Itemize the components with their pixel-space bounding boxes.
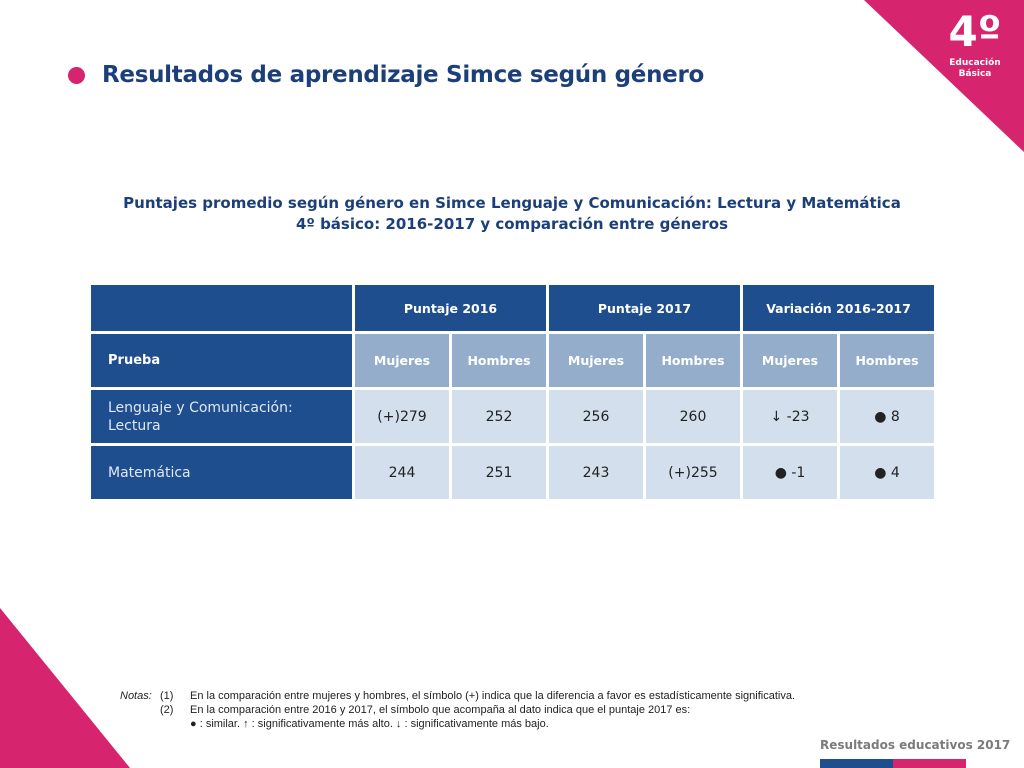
subheader-cell: Mujeres <box>355 334 449 387</box>
table-cell: 252 <box>452 390 546 443</box>
table-cell: 243 <box>549 446 643 499</box>
table-caption: Puntajes promedio según género en Simce … <box>0 193 1024 235</box>
subheader-cell: Hombres <box>840 334 934 387</box>
notes-heading: Notas: <box>120 690 152 702</box>
table-cell: ● 8 <box>840 390 934 443</box>
subheader-cell: Hombres <box>452 334 546 387</box>
table-subheader-row: Prueba Mujeres Hombres Mujeres Hombres M… <box>91 334 934 387</box>
table-caption-line2: 4º básico: 2016-2017 y comparación entre… <box>295 215 729 233</box>
table-cell: ↓ -23 <box>743 390 837 443</box>
note-number: (1) <box>160 690 174 702</box>
header-variacion: Variación 2016-2017 <box>743 285 934 331</box>
table-cell: 244 <box>355 446 449 499</box>
table-caption-line1: Puntajes promedio según género en Simce … <box>123 194 901 212</box>
note-text: En la comparación entre mujeres y hombre… <box>190 690 795 702</box>
notes: Notas: (1) En la comparación entre mujer… <box>120 689 830 731</box>
corner-decoration-bottom-left <box>0 608 130 768</box>
grade-label-line1: Educación <box>949 58 1001 68</box>
row-label: Matemática <box>91 446 352 499</box>
table-cell: 251 <box>452 446 546 499</box>
table-cell: ● 4 <box>840 446 934 499</box>
table-header-row: Puntaje 2016 Puntaje 2017 Variación 2016… <box>91 285 934 331</box>
page-title: Resultados de aprendizaje Simce según gé… <box>102 62 704 88</box>
header-prueba: Prueba <box>91 334 352 387</box>
corner-decoration-top-right <box>864 0 1024 152</box>
row-label: Lenguaje y Comunicación: Lectura <box>91 390 352 443</box>
subheader-cell: Hombres <box>646 334 740 387</box>
grade-label-line2: Básica <box>958 69 992 79</box>
table-cell: (+)255 <box>646 446 740 499</box>
row-label-line1: Lenguaje y Comunicación: <box>108 399 293 416</box>
flag-stripe <box>893 759 966 768</box>
footer-brand: Resultados educativos 2017 <box>820 738 1011 752</box>
note-symbols-legend: ● : similar. ↑ : significativamente más … <box>190 718 549 730</box>
table-row: Matemática 244 251 243 (+)255 ● -1 ● 4 <box>91 446 934 499</box>
table-cell: 260 <box>646 390 740 443</box>
table-cell: ● -1 <box>743 446 837 499</box>
header-puntaje-2016: Puntaje 2016 <box>355 285 546 331</box>
flag-stripe <box>820 759 893 768</box>
header-blank-cell <box>91 285 352 331</box>
table-cell: 256 <box>549 390 643 443</box>
note-1: Notas: (1) En la comparación entre mujer… <box>120 689 830 703</box>
subheader-cell: Mujeres <box>743 334 837 387</box>
header-puntaje-2017: Puntaje 2017 <box>549 285 740 331</box>
subheader-cell: Mujeres <box>549 334 643 387</box>
title-row: Resultados de aprendizaje Simce según gé… <box>68 62 704 88</box>
results-table: Puntaje 2016 Puntaje 2017 Variación 2016… <box>88 282 937 502</box>
table-cell: (+)279 <box>355 390 449 443</box>
bullet-icon <box>68 66 85 84</box>
footer-flag-bar <box>820 759 966 768</box>
note-number: (2) <box>160 704 174 716</box>
table-row: Lenguaje y Comunicación: Lectura (+)279 … <box>91 390 934 443</box>
note-text: En la comparación entre 2016 y 2017, el … <box>190 704 691 716</box>
grade-number: 4º <box>948 7 1002 56</box>
note-2: (2) En la comparación entre 2016 y 2017,… <box>120 703 830 717</box>
grade-badge: 4º Educación Básica <box>940 6 1010 80</box>
row-label-line2: Lectura <box>108 417 161 434</box>
